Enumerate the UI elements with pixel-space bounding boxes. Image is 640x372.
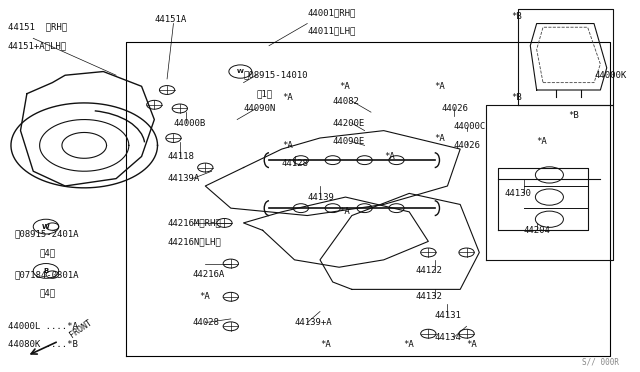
Text: 44026: 44026 <box>454 141 481 150</box>
Text: 44139A: 44139A <box>167 174 199 183</box>
Text: 44139+A: 44139+A <box>294 318 332 327</box>
Text: 〘1〙: 〘1〙 <box>256 89 273 98</box>
Text: 44090N: 44090N <box>244 104 276 113</box>
Text: 44130: 44130 <box>505 189 532 198</box>
Text: 44151A: 44151A <box>154 15 187 24</box>
Text: 44204: 44204 <box>524 226 551 235</box>
Text: *A: *A <box>435 134 445 142</box>
Text: 44216N〈LH〉: 44216N〈LH〉 <box>167 237 221 246</box>
Text: B: B <box>44 268 49 274</box>
Text: 44118: 44118 <box>167 152 194 161</box>
Text: 44000L ....*A: 44000L ....*A <box>8 322 77 331</box>
Text: *A: *A <box>403 340 413 349</box>
Text: *A: *A <box>282 93 292 102</box>
Text: *A: *A <box>537 137 547 146</box>
Text: 44200E: 44200E <box>333 119 365 128</box>
Text: W: W <box>42 224 50 230</box>
Text: 44011〈LH〉: 44011〈LH〉 <box>307 26 356 35</box>
Text: Ⓓ07184-0301A: Ⓓ07184-0301A <box>14 270 79 279</box>
Text: Ⓦ08915-14010: Ⓦ08915-14010 <box>244 71 308 80</box>
Text: 44216M〈RH〉: 44216M〈RH〉 <box>167 218 221 227</box>
Text: 〘4〙: 〘4〙 <box>40 289 56 298</box>
Text: 44139: 44139 <box>307 193 334 202</box>
Text: 44026: 44026 <box>441 104 468 113</box>
Text: *A: *A <box>199 292 210 301</box>
Text: *A: *A <box>435 82 445 91</box>
Text: 44128: 44128 <box>282 159 308 169</box>
Text: *A: *A <box>339 207 350 217</box>
Text: S// 000R: S// 000R <box>582 358 620 367</box>
Text: *A: *A <box>282 141 292 150</box>
Text: 44000K: 44000K <box>594 71 627 80</box>
Text: 44151  〈RH〉: 44151 〈RH〉 <box>8 23 67 32</box>
Text: *A: *A <box>467 340 477 349</box>
Text: *B: *B <box>568 111 579 121</box>
Text: 44028: 44028 <box>193 318 220 327</box>
Text: *B: *B <box>511 93 522 102</box>
Text: *A: *A <box>339 82 350 91</box>
Text: 44090E: 44090E <box>333 137 365 146</box>
Text: 44216A: 44216A <box>193 270 225 279</box>
Text: 44134: 44134 <box>435 333 461 342</box>
Text: *A: *A <box>384 152 394 161</box>
Text: *A: *A <box>320 340 331 349</box>
Text: Ⓦ08915-2401A: Ⓦ08915-2401A <box>14 230 79 238</box>
Text: 44132: 44132 <box>415 292 442 301</box>
Text: 44131: 44131 <box>435 311 461 320</box>
Text: 〘4〙: 〘4〙 <box>40 248 56 257</box>
Text: 44082: 44082 <box>333 97 360 106</box>
Text: 44000C: 44000C <box>454 122 486 131</box>
Text: W: W <box>237 69 244 74</box>
Text: 44000B: 44000B <box>173 119 205 128</box>
Text: 44151+A〈LH〉: 44151+A〈LH〉 <box>8 41 67 50</box>
Text: 44122: 44122 <box>415 266 442 275</box>
Text: *B: *B <box>511 12 522 21</box>
Text: 44080K ....*B: 44080K ....*B <box>8 340 77 349</box>
Text: 44001〈RH〉: 44001〈RH〉 <box>307 8 356 17</box>
Text: FRONT: FRONT <box>68 318 94 339</box>
